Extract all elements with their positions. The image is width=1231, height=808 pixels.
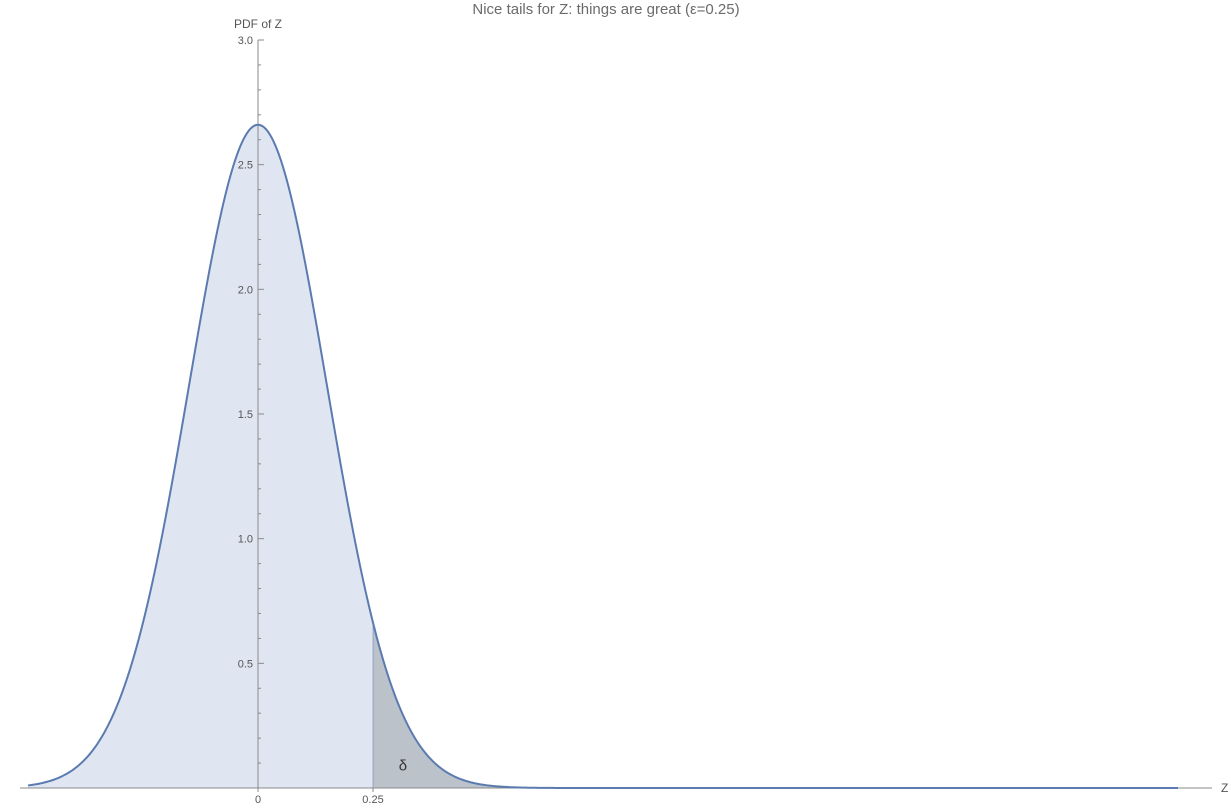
x-tick-label: 0.25 xyxy=(362,794,383,806)
x-axis-label: Z xyxy=(1221,781,1228,795)
y-axis-label: PDF of Z xyxy=(234,17,282,31)
chart-title: Nice tails for Z: things are great (ε=0.… xyxy=(472,1,739,18)
y-tick-label: 3.0 xyxy=(238,35,253,47)
x-axis-ticks: 0 0.25 xyxy=(255,788,384,806)
y-axis-ticks: 0.5 1.0 1.5 2.0 2.5 3.0 xyxy=(238,35,264,764)
delta-tail-label: δ xyxy=(399,758,407,775)
tail-area-fill xyxy=(373,622,1178,788)
y-tick-label: 0.5 xyxy=(238,658,253,670)
y-tick-label: 2.0 xyxy=(238,284,253,296)
x-tick-label: 0 xyxy=(255,794,261,806)
pdf-area-fill xyxy=(28,124,1178,788)
y-tick-label: 2.5 xyxy=(238,160,253,172)
y-tick-label: 1.5 xyxy=(238,409,253,421)
pdf-curve xyxy=(27,123,1178,789)
y-tick-label: 1.0 xyxy=(238,534,253,546)
